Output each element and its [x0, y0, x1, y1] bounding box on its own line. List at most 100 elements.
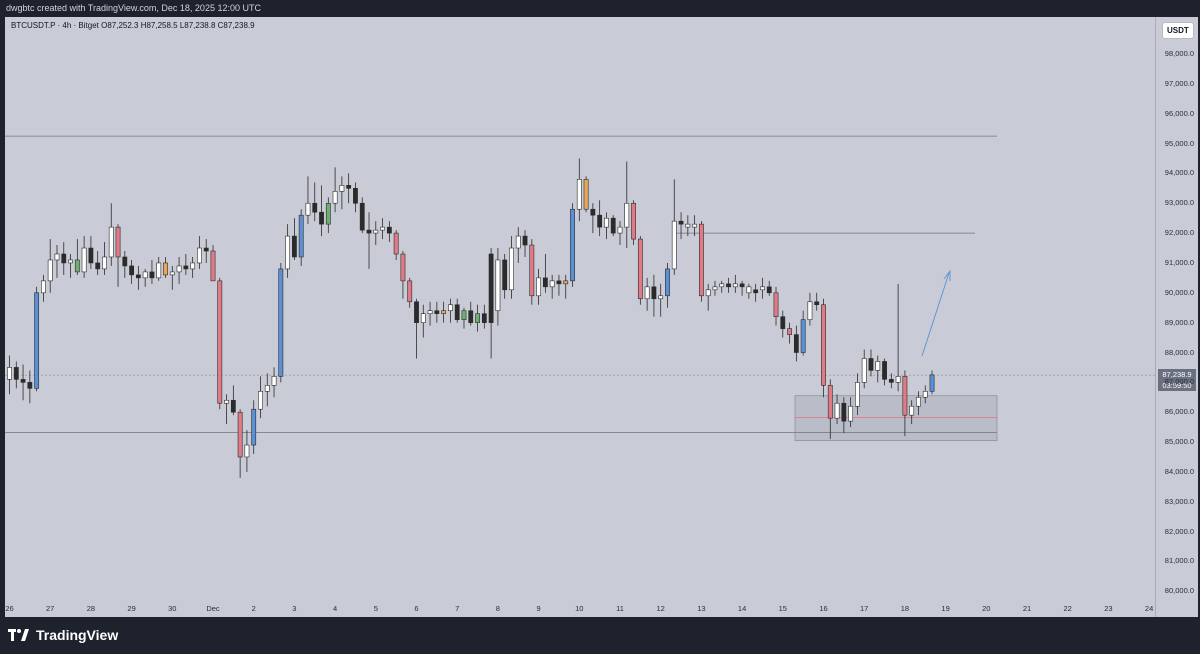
candle-body [129, 265, 134, 276]
candle-body [549, 280, 555, 288]
time-tick-label: 12 [656, 604, 665, 613]
time-tick-label: 4 [333, 604, 338, 613]
candle-body [122, 256, 128, 267]
time-tick-label: 9 [536, 604, 541, 613]
candle-body [414, 301, 419, 323]
candle-body [651, 286, 657, 300]
candle-body [902, 376, 908, 416]
candle-body [624, 202, 630, 228]
candle-body [210, 250, 216, 282]
price-tick-label: 96,000.0 [1164, 108, 1194, 118]
candle-body [203, 247, 209, 252]
candle-body [237, 411, 243, 458]
candle-body [542, 277, 548, 288]
candle-body [739, 283, 745, 288]
candle-body [339, 185, 345, 192]
candle-body [305, 202, 311, 216]
symbol-legend: BTCUSDT.P · 4h · Bitget O87,252.3 H87,25… [11, 21, 255, 30]
price-tick-label: 84,000.0 [1164, 466, 1194, 476]
projection-arrow [921, 272, 950, 357]
candle-body [556, 280, 562, 285]
candle-body [665, 268, 670, 297]
candle-body [163, 262, 168, 276]
candle-body [346, 185, 352, 189]
tradingview-logo-icon [8, 629, 29, 641]
candle-body [102, 256, 107, 270]
time-tick-label: 3 [292, 604, 297, 613]
candle-body [115, 226, 121, 258]
candle-body [332, 191, 338, 204]
candle-body [183, 265, 189, 270]
candle-body [698, 223, 704, 297]
candle-body [278, 268, 284, 377]
currency-badge[interactable]: USDT [1162, 22, 1194, 39]
candle-body [176, 265, 182, 273]
support-zone [794, 395, 998, 441]
candle-body [285, 235, 291, 270]
time-tick-label: 29 [127, 604, 136, 613]
time-tick-label: 26 [5, 604, 14, 613]
candle-body [827, 385, 833, 419]
projection-arrowhead [943, 269, 951, 281]
candle-body [68, 259, 73, 264]
candle-body [922, 391, 928, 398]
price-axis[interactable]: USDT 87,238.9 03:59:50 98,000.0 97,000.0 9… [1155, 17, 1198, 617]
candle-body [353, 188, 358, 204]
candle-body [583, 179, 589, 210]
candle-body [807, 301, 813, 320]
candle-body [834, 402, 840, 419]
candle-body [27, 382, 33, 389]
time-tick-label: 30 [168, 604, 177, 613]
candle-body [509, 247, 514, 291]
candle-body [678, 220, 684, 225]
candle-body [590, 208, 596, 216]
price-tick-label: 98,000.0 [1164, 49, 1194, 58]
price-tick-label: 91,000.0 [1164, 257, 1194, 267]
candle-body [821, 304, 826, 386]
candle-body [909, 405, 915, 416]
candle-body [88, 247, 94, 264]
chart-pane[interactable]: BTCUSDT.P · 4h · Bitget O87,252.3 H87,25… [5, 17, 1155, 617]
candle-body [644, 286, 650, 300]
candle-body [529, 244, 535, 297]
candle-body [312, 202, 318, 213]
candle-body [61, 253, 67, 264]
candle-body [400, 253, 406, 282]
candle-body [393, 232, 399, 255]
candle-body [420, 313, 426, 323]
candle-body [20, 379, 26, 383]
candle-body [597, 214, 603, 228]
chart-caption-bar: dwgbtc created with TradingView.com, Dec… [0, 0, 1200, 16]
candle-body [81, 247, 87, 273]
time-axis[interactable]: 26 27 28 29 30 Dec 2 3 4 5 6 7 8 9 10 11 12 13 14 15 16 17 18 1… [5, 603, 1155, 617]
price-tick-label: 90,000.0 [1164, 287, 1194, 297]
candle-body [461, 310, 467, 320]
candlestick-chart[interactable] [5, 17, 1155, 617]
price-tick-label: 92,000.0 [1164, 228, 1194, 238]
candle-body [719, 283, 725, 288]
time-tick-label: 24 [1144, 604, 1154, 613]
candle-body [848, 405, 854, 422]
price-tick-label: 87,000.0 [1164, 377, 1194, 387]
candle-body [760, 286, 765, 291]
candle-body [13, 367, 19, 380]
candle-body [671, 220, 677, 270]
candle-body [855, 382, 860, 407]
candle-body [895, 376, 901, 383]
candle-body [291, 235, 297, 258]
candle-body [753, 289, 759, 294]
candle-body [407, 280, 413, 303]
candle-body [271, 376, 277, 386]
candle-body [610, 217, 616, 234]
candle-body [54, 253, 60, 261]
candle-body [875, 361, 881, 371]
price-tick-label: 86,000.0 [1164, 407, 1194, 417]
candle-body [787, 328, 792, 335]
bar-countdown: 03:59:50 [1162, 381, 1192, 391]
candle-body [251, 408, 257, 446]
price-tick-label: 95,000.0 [1164, 138, 1194, 148]
time-tick-label: 16 [819, 604, 828, 613]
time-tick-label: 28 [86, 604, 96, 613]
candle-body [841, 402, 847, 422]
candle-body [522, 235, 528, 246]
